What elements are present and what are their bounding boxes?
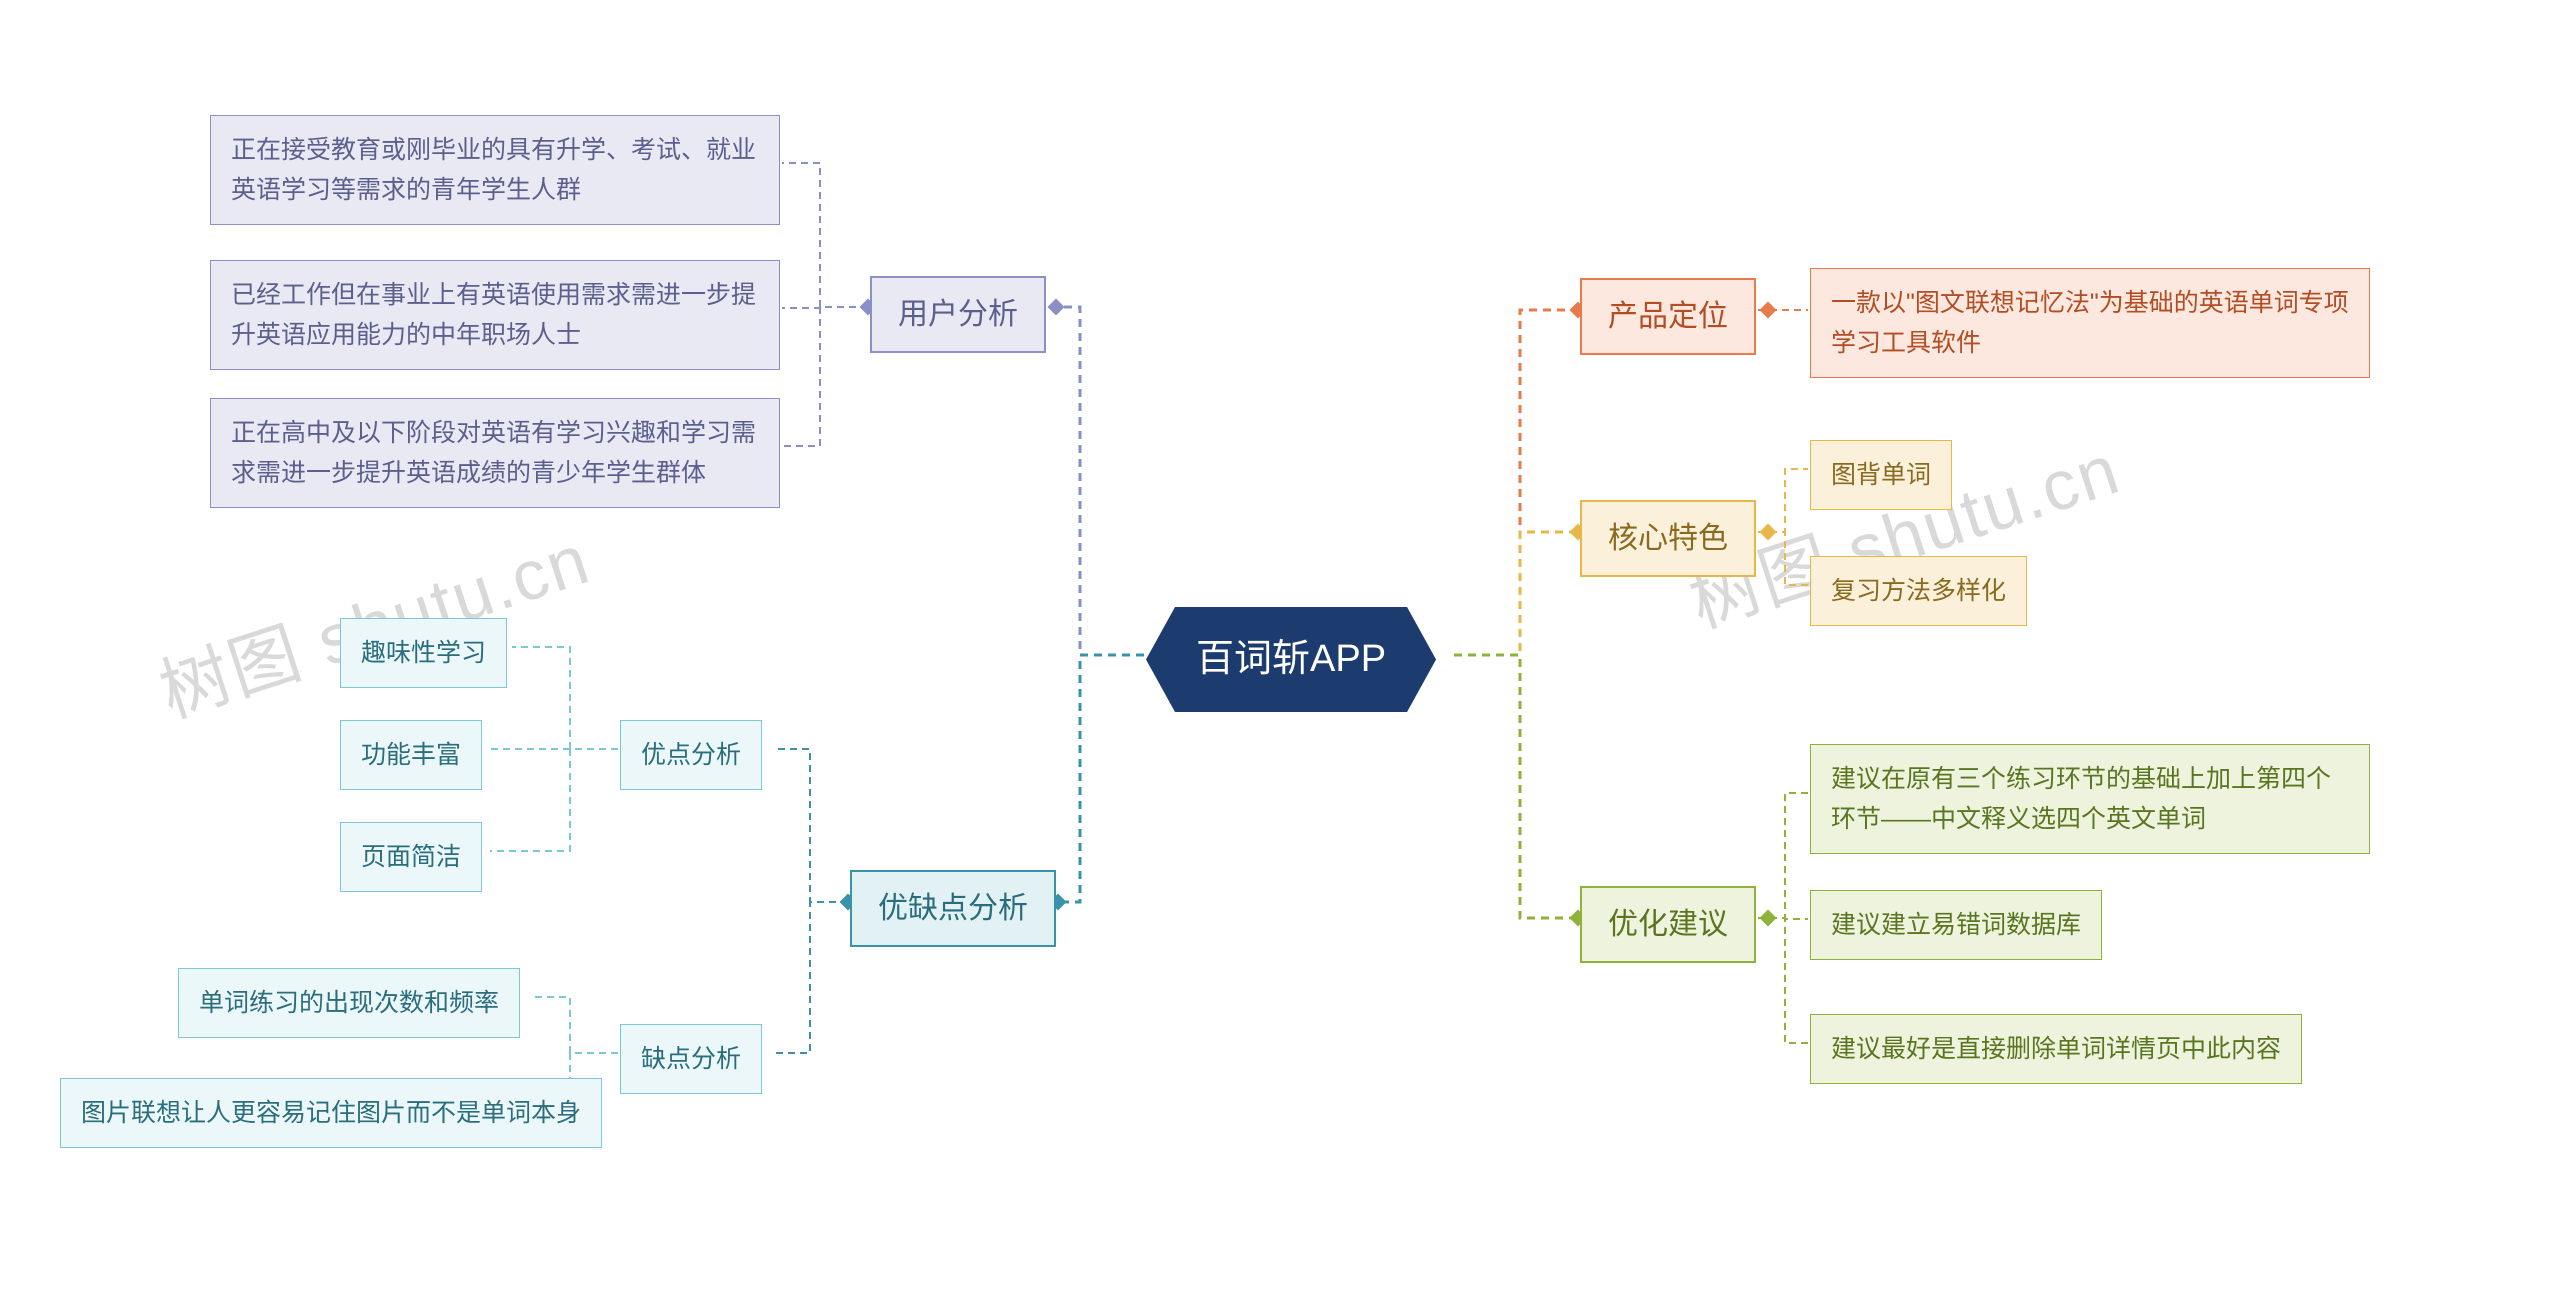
branch-user-analysis[interactable]: 用户分析 xyxy=(870,276,1046,353)
sub-pros[interactable]: 优点分析 xyxy=(620,720,762,790)
leaf-pro-3[interactable]: 页面简洁 xyxy=(340,822,482,892)
branch-core-features[interactable]: 核心特色 xyxy=(1580,500,1756,577)
leaf-con-2[interactable]: 图片联想让人更容易记住图片而不是单词本身 xyxy=(60,1078,602,1148)
leaf-user-1[interactable]: 正在接受教育或刚毕业的具有升学、考试、就业英语学习等需求的青年学生人群 xyxy=(210,115,780,225)
joint-diamond xyxy=(1760,910,1777,927)
leaf-feat-1[interactable]: 图背单词 xyxy=(1810,440,1952,510)
root-node[interactable]: 百词斩APP xyxy=(1146,607,1436,712)
leaf-sug-3[interactable]: 建议最好是直接删除单词详情页中此内容 xyxy=(1810,1014,2302,1084)
leaf-feat-2[interactable]: 复习方法多样化 xyxy=(1810,556,2027,626)
leaf-pro-1[interactable]: 趣味性学习 xyxy=(340,618,507,688)
branch-pros-cons[interactable]: 优缺点分析 xyxy=(850,870,1056,947)
branch-positioning[interactable]: 产品定位 xyxy=(1580,278,1756,355)
leaf-con-1[interactable]: 单词练习的出现次数和频率 xyxy=(178,968,520,1038)
leaf-sug-1[interactable]: 建议在原有三个练习环节的基础上加上第四个环节——中文释义选四个英文单词 xyxy=(1810,744,2370,854)
leaf-pro-2[interactable]: 功能丰富 xyxy=(340,720,482,790)
leaf-pos-1[interactable]: 一款以"图文联想记忆法"为基础的英语单词专项学习工具软件 xyxy=(1810,268,2370,378)
sub-cons[interactable]: 缺点分析 xyxy=(620,1024,762,1094)
joint-diamond xyxy=(1760,302,1777,319)
leaf-user-2[interactable]: 已经工作但在事业上有英语使用需求需进一步提升英语应用能力的中年职场人士 xyxy=(210,260,780,370)
leaf-user-3[interactable]: 正在高中及以下阶段对英语有学习兴趣和学习需求需进一步提升英语成绩的青少年学生群体 xyxy=(210,398,780,508)
branch-suggestions[interactable]: 优化建议 xyxy=(1580,886,1756,963)
joint-diamond xyxy=(1048,299,1065,316)
leaf-sug-2[interactable]: 建议建立易错词数据库 xyxy=(1810,890,2102,960)
